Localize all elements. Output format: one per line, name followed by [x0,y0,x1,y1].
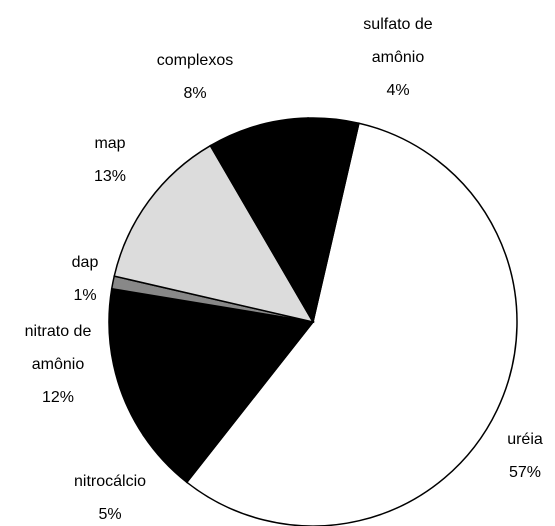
pie-slice [113,144,315,324]
slice-label: complexos 8% [140,44,250,110]
pie-slice [185,122,518,526]
slice-label: nitrato de amônio 12% [0,315,116,414]
value-label: 8% [183,85,207,102]
slice-label: sulfato de amônio 4% [348,8,448,107]
value-label: 5% [98,506,122,523]
category-label: uréia [507,431,543,448]
value-label: 13% [93,168,127,185]
category-label: complexos [156,52,234,69]
value-label: 57% [508,464,542,481]
pie-slice [307,117,360,323]
value-label: 1% [73,287,97,304]
category-label: dap [71,254,99,271]
category-label: map [94,135,126,152]
slice-label: uréia 57% [490,423,555,489]
category-label: sulfato de amônio [363,16,433,66]
value-label: 4% [386,82,410,99]
pie-slice [209,117,314,323]
category-label: nitrato de amônio [24,323,92,373]
value-label: 12% [41,389,75,406]
slice-label: dap 1% [55,246,115,312]
pie-slice [108,287,315,437]
slice-label: nitrocálcio 5% [55,465,165,526]
category-label: nitrocálcio [73,473,147,490]
slice-label: map 13% [80,127,140,193]
